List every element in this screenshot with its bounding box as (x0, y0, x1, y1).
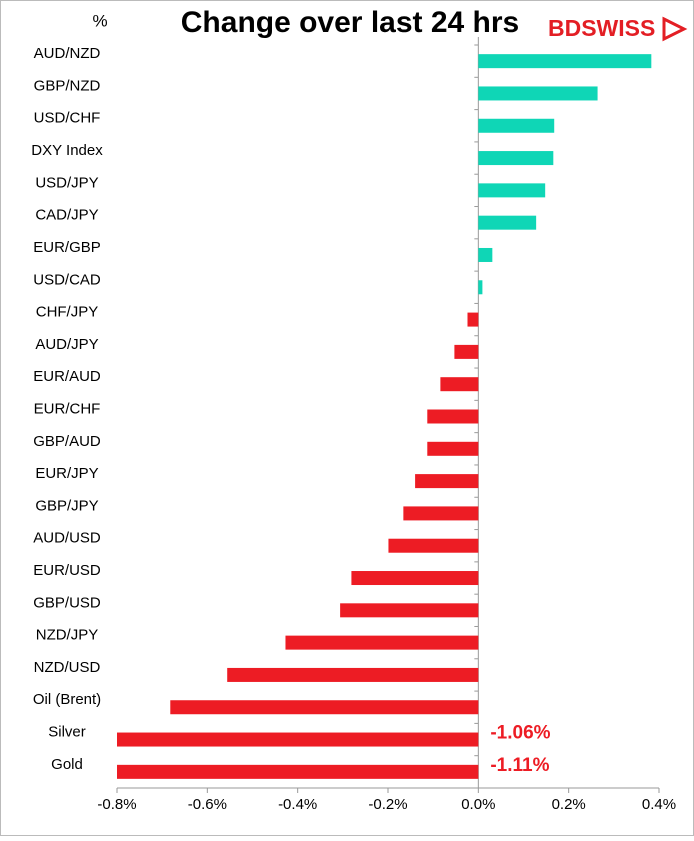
bar (478, 247, 493, 262)
y-tick-label: Silver (48, 724, 86, 741)
y-tick-label: EUR/AUD (33, 368, 101, 385)
value-label: -1.06% (490, 723, 550, 744)
x-tick-label: 0.0% (461, 796, 495, 813)
y-tick-label: EUR/JPY (35, 465, 98, 482)
x-tick-label: -0.4% (278, 796, 317, 813)
y-tick-label: GBP/NZD (34, 77, 101, 94)
bar (227, 667, 479, 682)
y-tick-label: DXY Index (31, 142, 103, 159)
y-tick-label: NZD/USD (34, 659, 101, 676)
bar (478, 151, 554, 166)
y-tick-label: GBP/JPY (35, 497, 98, 514)
bar (427, 441, 479, 456)
bar (454, 344, 479, 359)
y-tick-label: USD/CHF (34, 110, 101, 127)
y-tick-label: CHF/JPY (36, 304, 99, 321)
bar (117, 764, 479, 779)
x-tick-label: -0.8% (97, 796, 136, 813)
bar (170, 700, 479, 715)
y-tick-label: EUR/CHF (34, 400, 101, 417)
bar (117, 732, 479, 747)
chart-title: Change over last 24 hrs (181, 6, 519, 39)
y-tick-label: GBP/USD (33, 594, 101, 611)
y-tick-label: USD/JPY (35, 174, 98, 191)
bar (478, 280, 483, 295)
y-tick-label: CAD/JPY (35, 207, 98, 224)
x-tick-label: -0.6% (188, 796, 227, 813)
y-tick-label: Oil (Brent) (33, 691, 101, 708)
x-tick-label: 0.2% (552, 796, 586, 813)
logo-icon (662, 16, 688, 42)
bar (415, 474, 479, 489)
y-tick-label: AUD/USD (33, 530, 101, 547)
bar (478, 86, 598, 101)
bar (467, 312, 479, 327)
y-tick-label: USD/CAD (33, 271, 101, 288)
y-tick-label: AUD/JPY (35, 336, 98, 353)
y-tick-label: Gold (51, 756, 83, 773)
x-tick-label: -0.2% (368, 796, 407, 813)
bar (427, 409, 479, 424)
bar (478, 118, 555, 133)
bar (351, 571, 479, 586)
y-tick-label: AUD/NZD (34, 45, 101, 62)
bar (478, 54, 652, 69)
bar (340, 603, 479, 618)
y-tick-label: EUR/GBP (33, 239, 101, 256)
bar (478, 183, 546, 198)
y-tick-label: EUR/USD (33, 562, 101, 579)
bar (403, 506, 479, 521)
y-tick-label: NZD/JPY (36, 627, 99, 644)
bar (440, 377, 479, 392)
x-tick-label: 0.4% (642, 796, 676, 813)
y-tick-label: GBP/AUD (33, 433, 101, 450)
bar (478, 215, 537, 230)
bar (388, 538, 479, 553)
unit-label: % (92, 11, 107, 30)
logo: BDSWISS (548, 15, 655, 41)
bar (285, 635, 479, 650)
value-label: -1.11% (490, 755, 549, 776)
